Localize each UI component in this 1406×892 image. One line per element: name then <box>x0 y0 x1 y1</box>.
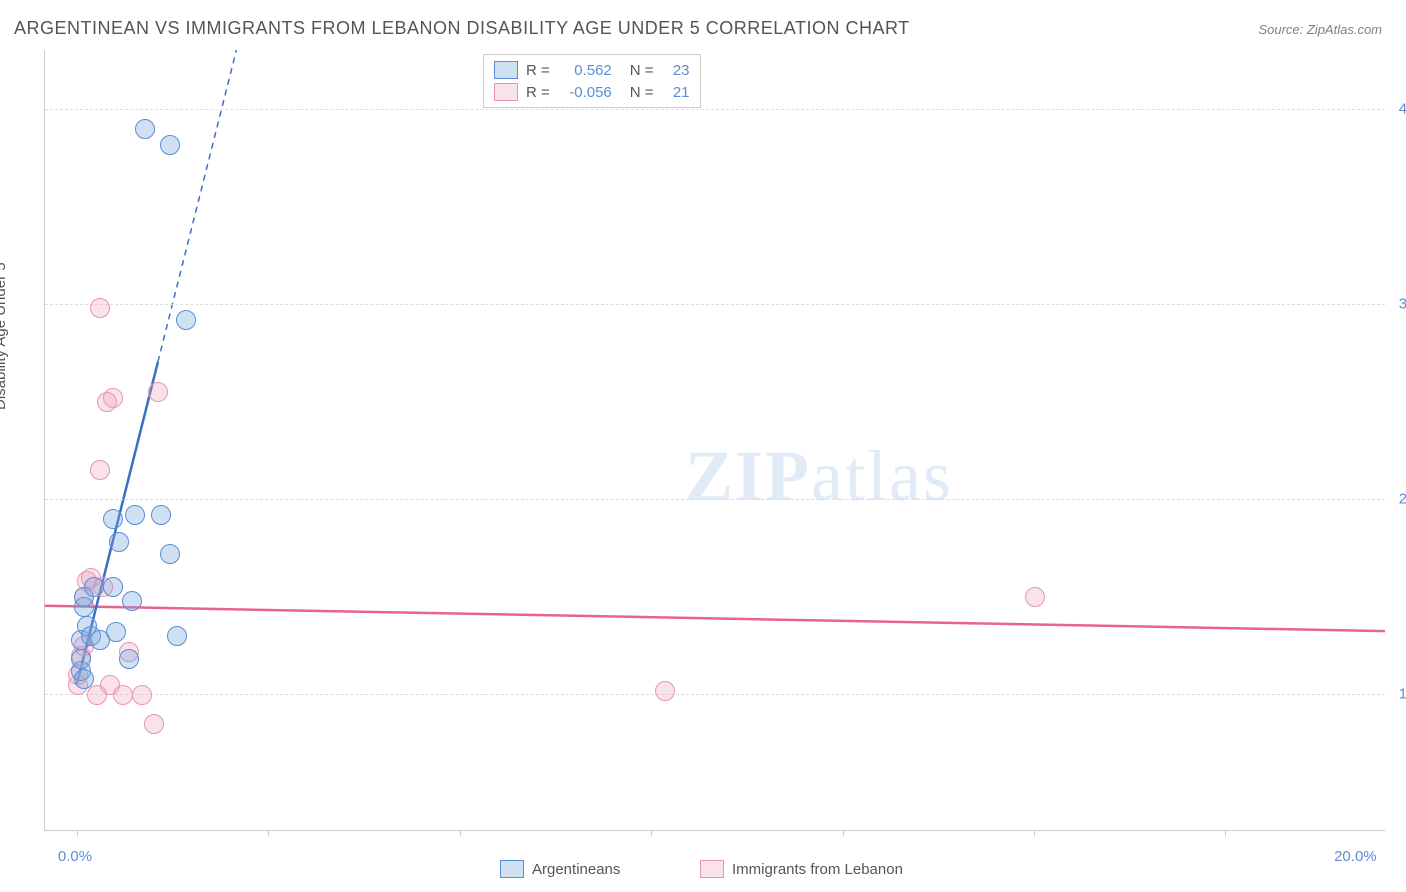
data-point-blue <box>71 649 91 669</box>
legend-label-2: Immigrants from Lebanon <box>732 861 903 878</box>
data-point-pink <box>655 681 675 701</box>
legend-swatch-pink-icon <box>700 860 724 878</box>
data-point-blue <box>109 532 129 552</box>
watermark-zip: ZIP <box>685 436 811 516</box>
n-label: N = <box>630 62 654 79</box>
y-tick-label: 3.0% <box>1399 295 1406 312</box>
trend-lines-svg <box>45 50 1385 830</box>
data-point-blue <box>119 649 139 669</box>
data-point-pink <box>97 392 117 412</box>
n-label-2: N = <box>630 84 654 101</box>
data-point-blue <box>84 577 104 597</box>
legend-swatch-blue-icon <box>500 860 524 878</box>
x-tick-label: 20.0% <box>1334 848 1377 865</box>
data-point-blue <box>160 544 180 564</box>
chart-container: ARGENTINEAN VS IMMIGRANTS FROM LEBANON D… <box>0 0 1406 892</box>
data-point-blue <box>103 509 123 529</box>
watermark-atlas: atlas <box>811 436 953 516</box>
data-point-pink <box>148 382 168 402</box>
plot-area: ZIPatlas R = 0.562 N = 23 R = -0.056 N =… <box>44 50 1385 831</box>
data-point-pink <box>132 685 152 705</box>
x-tick <box>1034 830 1035 836</box>
data-point-pink <box>144 714 164 734</box>
data-point-blue <box>160 135 180 155</box>
n-value-1: 23 <box>662 62 690 79</box>
n-value-2: 21 <box>662 84 690 101</box>
data-point-pink <box>1025 587 1045 607</box>
gridline <box>45 304 1385 305</box>
x-tick <box>843 830 844 836</box>
gridline <box>45 499 1385 500</box>
y-tick-label: 4.0% <box>1399 100 1406 117</box>
legend-item-1: Argentineans <box>500 860 620 878</box>
gridline <box>45 694 1385 695</box>
data-point-blue <box>125 505 145 525</box>
data-point-blue <box>151 505 171 525</box>
r-value-1: 0.562 <box>558 62 612 79</box>
data-point-blue <box>135 119 155 139</box>
x-tick <box>651 830 652 836</box>
data-point-blue <box>167 626 187 646</box>
source-attribution: Source: ZipAtlas.com <box>1258 22 1382 37</box>
x-tick-label: 0.0% <box>58 848 92 865</box>
r-label-2: R = <box>526 84 550 101</box>
x-tick <box>1225 830 1226 836</box>
stats-row-1: R = 0.562 N = 23 <box>494 59 690 81</box>
data-point-blue <box>74 669 94 689</box>
y-axis-label: Disability Age Under 5 <box>0 262 9 410</box>
chart-title: ARGENTINEAN VS IMMIGRANTS FROM LEBANON D… <box>14 18 910 39</box>
data-point-pink <box>113 685 133 705</box>
legend-item-2: Immigrants from Lebanon <box>700 860 903 878</box>
x-tick <box>77 830 78 836</box>
x-tick <box>460 830 461 836</box>
legend-label-1: Argentineans <box>532 861 620 878</box>
r-label: R = <box>526 62 550 79</box>
swatch-blue-icon <box>494 61 518 79</box>
data-point-pink <box>90 460 110 480</box>
y-tick-label: 2.0% <box>1399 490 1406 507</box>
data-point-blue <box>122 591 142 611</box>
data-point-blue <box>103 577 123 597</box>
swatch-pink-icon <box>494 83 518 101</box>
stats-row-2: R = -0.056 N = 21 <box>494 81 690 103</box>
r-value-2: -0.056 <box>558 84 612 101</box>
watermark: ZIPatlas <box>685 435 953 518</box>
stats-legend-box: R = 0.562 N = 23 R = -0.056 N = 21 <box>483 54 701 108</box>
data-point-blue <box>176 310 196 330</box>
x-tick <box>268 830 269 836</box>
gridline <box>45 109 1385 110</box>
data-point-blue <box>106 622 126 642</box>
data-point-pink <box>90 298 110 318</box>
y-tick-label: 1.0% <box>1399 685 1406 702</box>
